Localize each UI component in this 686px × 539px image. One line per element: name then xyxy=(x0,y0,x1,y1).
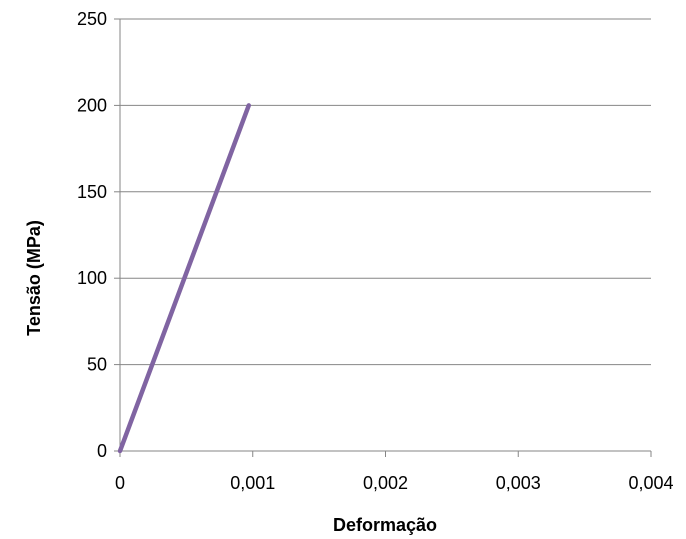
y-axis-title: Tensão (MPa) xyxy=(24,220,44,336)
x-tick-label-4: 0,004 xyxy=(628,473,673,493)
axes xyxy=(114,18,652,457)
x-tick-label-1: 0,001 xyxy=(230,473,275,493)
plot-series xyxy=(117,103,252,454)
y-tick-label-2: 100 xyxy=(77,268,107,288)
y-tick-label-1: 50 xyxy=(87,355,107,375)
x-tick-label-3: 0,003 xyxy=(496,473,541,493)
y-tick-label-3: 150 xyxy=(77,182,107,202)
y-tick-label-0: 0 xyxy=(97,441,107,461)
tick-labels: 0 50 100 150 200 250 0 0,001 0,002 0,003 0,004 xyxy=(77,9,674,493)
y-tick-label-4: 200 xyxy=(77,95,107,115)
gridlines xyxy=(120,18,651,366)
x-tick-label-0: 0 xyxy=(115,473,125,493)
series-line-0 xyxy=(117,103,252,454)
x-axis-title: Deformação xyxy=(333,515,437,535)
y-tick-label-5: 250 xyxy=(77,9,107,29)
x-tick-label-2: 0,002 xyxy=(363,473,408,493)
